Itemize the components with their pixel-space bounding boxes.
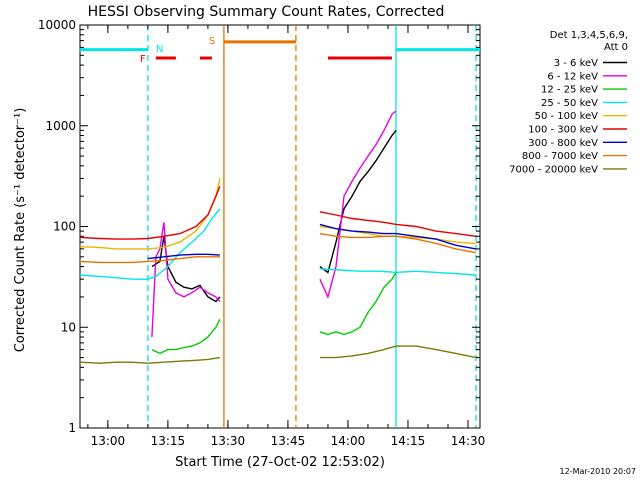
x-tick-label-1: 13:15: [151, 434, 186, 448]
annotation-layer: NF S: [79, 36, 480, 65]
x-tick-label-2: 13:30: [211, 434, 246, 448]
label-F: F: [140, 54, 146, 65]
y-tick-label-0: 1: [68, 421, 76, 435]
label-S: S: [209, 36, 215, 47]
x-tick-label-6: 14:30: [451, 434, 486, 448]
series-line-0-0: [151, 236, 221, 303]
x-tick-label-0: 13:00: [91, 434, 126, 448]
legend-label-7: 800 - 7000 keV: [522, 151, 598, 162]
series-line-2-0: [151, 318, 221, 355]
legend-label-0: 3 - 6 keV: [554, 58, 598, 69]
series-line-8-1: [319, 345, 477, 359]
legend-label-4: 50 - 100 keV: [535, 111, 599, 122]
series-line-3-1: [319, 268, 477, 276]
legend-header-0: Det 1,3,4,5,6,9,: [550, 30, 628, 41]
series-line-4-1: [319, 225, 477, 245]
legend-label-3: 25 - 50 keV: [541, 98, 598, 109]
y-axis-label: Corrected Count Rate (s⁻¹ detector⁻¹): [13, 108, 28, 353]
series-layer: [79, 110, 477, 364]
plot-frame: [79, 24, 481, 429]
series-line-3-0: [79, 208, 221, 280]
y-tick-label-2: 100: [53, 220, 76, 234]
series-line-8-0: [79, 356, 221, 364]
y-tick-label-3: 1000: [45, 119, 76, 133]
x-tick-label-5: 14:15: [391, 434, 426, 448]
legend-label-6: 300 - 800 keV: [528, 138, 598, 149]
x-axis-ticks: 13:00 13:15 13:30 13:45 14:00 14:15 14:30: [87, 25, 486, 448]
legend-header-1: Att 0: [604, 42, 628, 53]
legend-label-8: 7000 - 20000 keV: [509, 164, 598, 175]
legend-label-2: 12 - 25 keV: [541, 85, 598, 96]
series-line-6-0: [147, 253, 220, 260]
series-line-7-0: [79, 256, 220, 264]
series-line-7-1: [319, 232, 477, 254]
series-line-5-1: [319, 211, 477, 237]
label-N: N: [156, 44, 163, 55]
series-line-2-1: [319, 272, 397, 336]
vertical-markers: [147, 25, 477, 428]
series-line-6-1: [319, 223, 477, 250]
series-line-1-0: [151, 222, 221, 338]
series-line-5-0: [79, 186, 221, 240]
x-tick-label-4: 14:00: [331, 434, 366, 448]
y-tick-label-1: 10: [61, 320, 76, 334]
y-axis-ticks: 1 10 100 1000 10000: [38, 18, 480, 435]
chart-title: HESSI Observing Summary Count Rates, Cor…: [88, 4, 445, 20]
legend: Det 1,3,4,5,6,9,Att 0 3 - 6 keV 6 - 12 keV…: [509, 30, 628, 175]
y-tick-label-4: 10000: [38, 18, 76, 32]
x-tick-label-3: 13:45: [271, 434, 306, 448]
series-line-1-1: [319, 110, 397, 299]
x-axis-label: Start Time (27-Oct-02 12:53:02): [175, 455, 385, 470]
series-line-0-1: [319, 129, 397, 274]
legend-label-1: 6 - 12 keV: [547, 71, 598, 82]
legend-label-5: 100 - 300 keV: [528, 125, 598, 136]
timestamp: 12-Mar-2010 20:07: [560, 467, 637, 476]
